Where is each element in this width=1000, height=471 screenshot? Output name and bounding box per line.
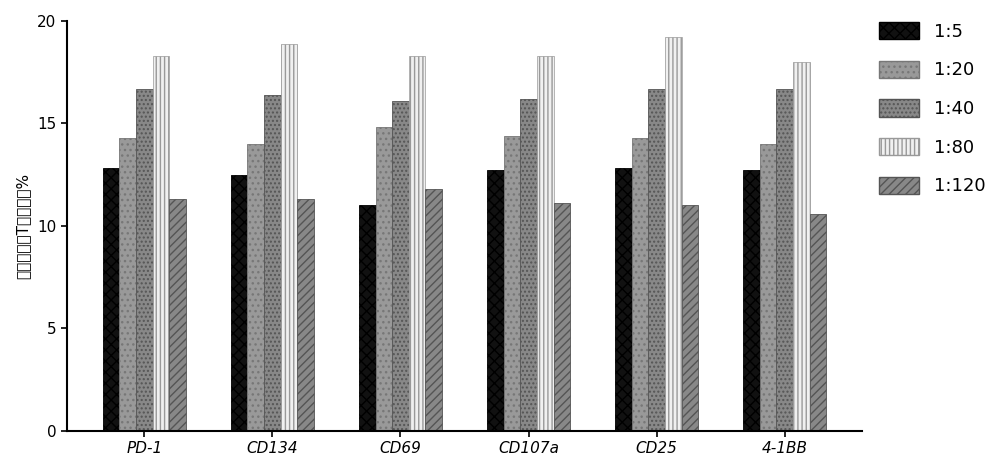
Legend: 1:5, 1:20, 1:40, 1:80, 1:120: 1:5, 1:20, 1:40, 1:80, 1:120 <box>879 22 985 195</box>
Bar <box>153 56 169 430</box>
Bar <box>682 205 698 430</box>
Bar <box>425 189 442 430</box>
Bar <box>247 144 264 430</box>
Bar <box>504 136 520 430</box>
Bar <box>520 99 537 430</box>
Bar <box>119 138 136 430</box>
Bar <box>136 89 153 430</box>
Bar <box>169 199 186 430</box>
Bar <box>632 138 648 430</box>
Bar <box>793 62 810 430</box>
Bar <box>537 56 554 430</box>
Bar <box>810 213 826 430</box>
Bar <box>103 169 119 430</box>
Bar <box>409 56 425 430</box>
Y-axis label: 抗原特异性T细胞占比%: 抗原特异性T细胞占比% <box>15 173 30 279</box>
Bar <box>359 205 376 430</box>
Bar <box>760 144 776 430</box>
Bar <box>665 37 682 430</box>
Bar <box>392 101 409 430</box>
Bar <box>297 199 314 430</box>
Bar <box>231 175 247 430</box>
Bar <box>743 171 760 430</box>
Bar <box>615 169 632 430</box>
Bar <box>487 171 504 430</box>
Bar <box>776 89 793 430</box>
Bar <box>264 95 281 430</box>
Bar <box>376 128 392 430</box>
Bar <box>281 43 297 430</box>
Bar <box>554 203 570 430</box>
Bar <box>648 89 665 430</box>
